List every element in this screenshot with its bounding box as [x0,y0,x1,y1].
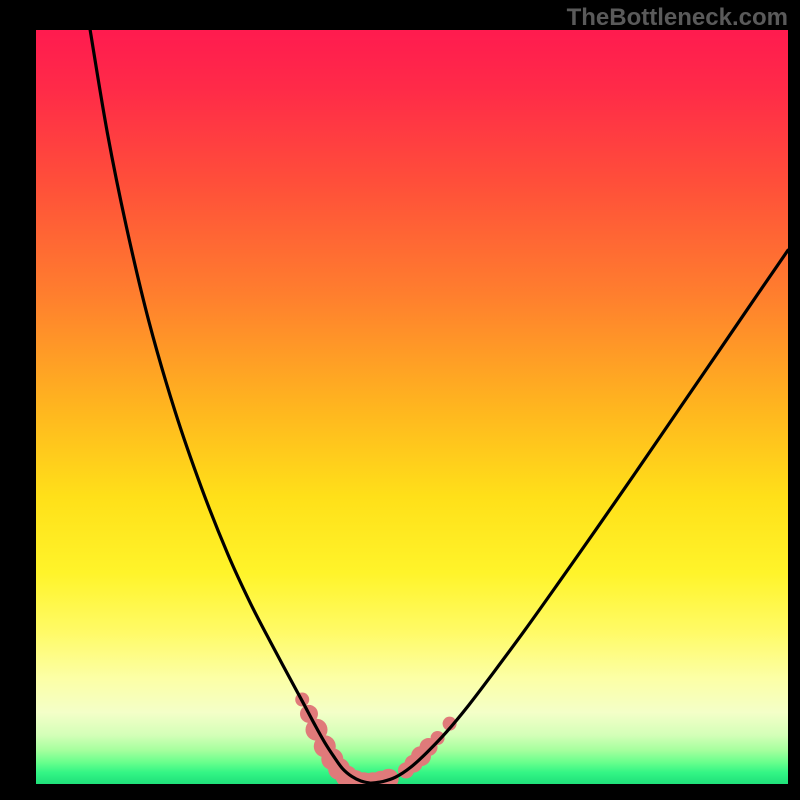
chart-stage: TheBottleneck.com [0,0,800,800]
gradient-background [36,30,788,784]
watermark-text: TheBottleneck.com [567,4,788,32]
plot-area [36,30,788,784]
bottleneck-curve-chart [36,30,788,784]
